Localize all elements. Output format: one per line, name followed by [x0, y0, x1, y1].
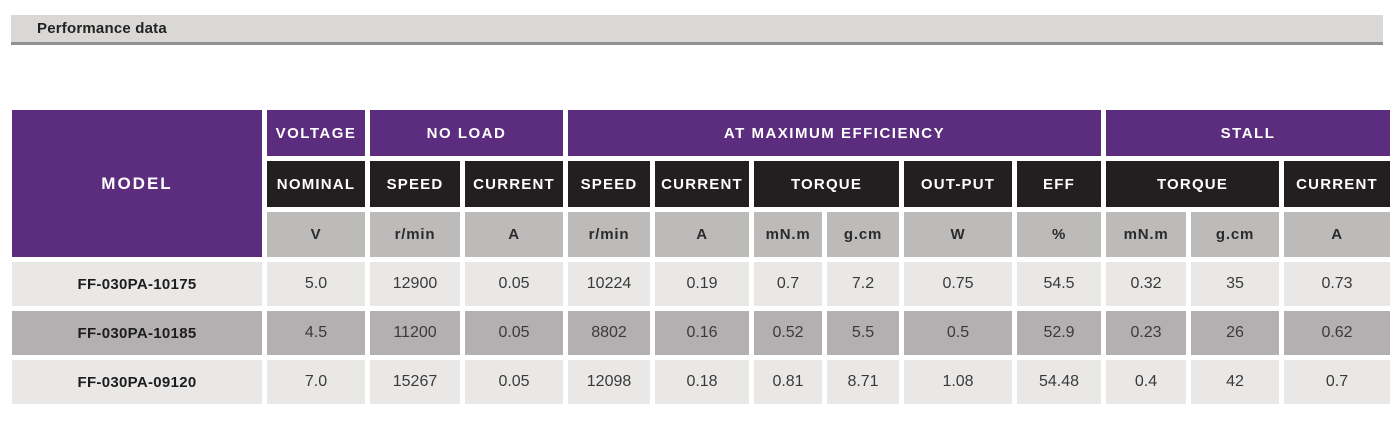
cell-noload-speed: 12900: [370, 262, 460, 306]
subheader-maxeff-torque: TORQUE: [754, 161, 900, 207]
cell-voltage: 4.5: [267, 311, 365, 355]
section-title-bar: Performance data: [11, 15, 1383, 45]
section-title: Performance data: [37, 20, 167, 37]
performance-table: MODEL VOLTAGE NO LOAD AT MAXIMUM EFFICIE…: [7, 105, 1395, 409]
cell-stall-torque-gcm: 42: [1191, 360, 1280, 404]
subheader-noload-speed: SPEED: [370, 161, 460, 207]
model-name: FF-030PA-10175: [12, 262, 262, 306]
unit-noload-rpm: r/min: [370, 212, 460, 257]
cell-eff: 54.48: [1017, 360, 1102, 404]
subheader-output: OUT-PUT: [904, 161, 1013, 207]
header-group-row: MODEL VOLTAGE NO LOAD AT MAXIMUM EFFICIE…: [12, 110, 1391, 257]
cell-noload-current: 0.05: [465, 262, 564, 306]
cell-maxeff-current: 0.18: [655, 360, 750, 404]
table-row: FF-030PA-10175 5.0 12900 0.05 10224 0.19…: [12, 262, 1391, 306]
unit-stall-amp: A: [1284, 212, 1391, 257]
model-name: FF-030PA-09120: [12, 360, 262, 404]
unit-noload-amp: A: [465, 212, 564, 257]
subheader-maxeff-current: CURRENT: [655, 161, 750, 207]
unit-volt: V: [267, 212, 365, 257]
header-sub-row: NOMINAL SPEED CURRENT SPEED CURRENT TORQ…: [12, 161, 1391, 207]
subheader-maxeff-speed: SPEED: [568, 161, 651, 207]
unit-eff-percent: %: [1017, 212, 1102, 257]
cell-eff: 52.9: [1017, 311, 1102, 355]
group-header-at-maximum-efficiency: AT MAXIMUM EFFICIENCY: [568, 110, 1102, 156]
table-row: FF-030PA-09120 7.0 15267 0.05 12098 0.18…: [12, 360, 1391, 404]
unit-maxeff-rpm: r/min: [568, 212, 651, 257]
cell-output: 0.75: [904, 262, 1013, 306]
unit-maxeff-gcm: g.cm: [827, 212, 900, 257]
cell-maxeff-speed: 12098: [568, 360, 651, 404]
cell-maxeff-torque-gcm: 7.2: [827, 262, 900, 306]
cell-maxeff-current: 0.16: [655, 311, 750, 355]
subheader-noload-current: CURRENT: [465, 161, 564, 207]
performance-table-wrap: MODEL VOLTAGE NO LOAD AT MAXIMUM EFFICIE…: [7, 105, 1395, 409]
unit-maxeff-amp: A: [655, 212, 750, 257]
cell-noload-current: 0.05: [465, 311, 564, 355]
cell-maxeff-torque-mnm: 0.52: [754, 311, 823, 355]
cell-maxeff-current: 0.19: [655, 262, 750, 306]
header-unit-row: V r/min A r/min A mN.m g.cm W % mN.m g.c…: [12, 212, 1391, 257]
group-header-no-load: NO LOAD: [370, 110, 564, 156]
unit-stall-mnm: mN.m: [1106, 212, 1187, 257]
cell-output: 1.08: [904, 360, 1013, 404]
cell-stall-torque-mnm: 0.32: [1106, 262, 1187, 306]
cell-stall-current: 0.73: [1284, 262, 1391, 306]
subheader-stall-torque: TORQUE: [1106, 161, 1280, 207]
unit-stall-gcm: g.cm: [1191, 212, 1280, 257]
subheader-nominal: NOMINAL: [267, 161, 365, 207]
cell-maxeff-speed: 8802: [568, 311, 651, 355]
cell-stall-torque-mnm: 0.23: [1106, 311, 1187, 355]
cell-maxeff-torque-gcm: 8.71: [827, 360, 900, 404]
subheader-stall-current: CURRENT: [1284, 161, 1391, 207]
cell-noload-current: 0.05: [465, 360, 564, 404]
cell-voltage: 7.0: [267, 360, 365, 404]
cell-stall-current: 0.7: [1284, 360, 1391, 404]
unit-maxeff-mnm: mN.m: [754, 212, 823, 257]
cell-maxeff-torque-gcm: 5.5: [827, 311, 900, 355]
model-name: FF-030PA-10185: [12, 311, 262, 355]
cell-noload-speed: 11200: [370, 311, 460, 355]
cell-maxeff-torque-mnm: 0.7: [754, 262, 823, 306]
unit-output-watt: W: [904, 212, 1013, 257]
group-header-stall: STALL: [1106, 110, 1391, 156]
cell-stall-torque-mnm: 0.4: [1106, 360, 1187, 404]
cell-noload-speed: 15267: [370, 360, 460, 404]
group-header-voltage: VOLTAGE: [267, 110, 365, 156]
table-row: FF-030PA-10185 4.5 11200 0.05 8802 0.16 …: [12, 311, 1391, 355]
cell-maxeff-torque-mnm: 0.81: [754, 360, 823, 404]
cell-maxeff-speed: 10224: [568, 262, 651, 306]
cell-eff: 54.5: [1017, 262, 1102, 306]
cell-stall-torque-gcm: 26: [1191, 311, 1280, 355]
cell-stall-current: 0.62: [1284, 311, 1391, 355]
cell-stall-torque-gcm: 35: [1191, 262, 1280, 306]
model-header-cell: MODEL: [12, 110, 262, 257]
cell-output: 0.5: [904, 311, 1013, 355]
cell-voltage: 5.0: [267, 262, 365, 306]
subheader-eff: EFF: [1017, 161, 1102, 207]
